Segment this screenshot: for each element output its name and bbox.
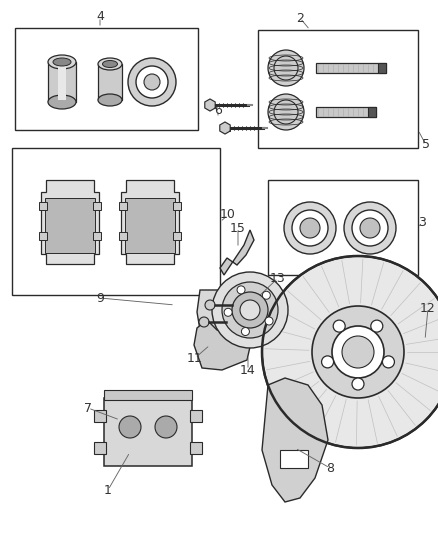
Circle shape	[382, 356, 395, 368]
Circle shape	[300, 218, 320, 238]
Circle shape	[144, 74, 160, 90]
Circle shape	[312, 306, 404, 398]
Circle shape	[332, 326, 384, 378]
Bar	[45, 198, 95, 253]
Circle shape	[232, 292, 268, 328]
Bar	[173, 232, 181, 240]
Bar	[125, 198, 175, 253]
Text: 15: 15	[230, 222, 246, 235]
Circle shape	[352, 210, 388, 246]
Bar	[173, 202, 181, 210]
Circle shape	[224, 308, 232, 316]
Polygon shape	[220, 122, 230, 134]
Text: 4: 4	[96, 11, 104, 23]
Circle shape	[205, 300, 215, 310]
Circle shape	[128, 58, 176, 106]
Circle shape	[119, 416, 141, 438]
Bar	[94, 442, 106, 454]
Polygon shape	[41, 180, 99, 264]
Ellipse shape	[48, 55, 76, 69]
Polygon shape	[220, 230, 254, 275]
Circle shape	[321, 356, 334, 368]
Bar	[58, 64, 66, 100]
Circle shape	[274, 56, 298, 80]
Circle shape	[240, 300, 260, 320]
Circle shape	[268, 50, 304, 86]
Circle shape	[333, 320, 345, 332]
Text: 9: 9	[96, 292, 104, 304]
Polygon shape	[12, 148, 220, 295]
Polygon shape	[205, 99, 215, 111]
Bar	[48, 62, 76, 102]
Bar	[368, 107, 376, 117]
Text: 7: 7	[84, 401, 92, 415]
Ellipse shape	[98, 94, 122, 106]
Text: 2: 2	[296, 12, 304, 25]
Polygon shape	[194, 320, 252, 370]
Circle shape	[344, 202, 396, 254]
Circle shape	[241, 327, 249, 335]
Polygon shape	[121, 180, 179, 264]
Circle shape	[360, 218, 380, 238]
Polygon shape	[258, 30, 418, 148]
Bar	[119, 202, 127, 210]
Bar	[93, 202, 101, 210]
Bar	[316, 107, 376, 117]
Polygon shape	[268, 180, 418, 275]
Text: 1: 1	[104, 483, 112, 497]
Bar	[104, 390, 192, 400]
Bar	[104, 398, 192, 466]
Text: 10: 10	[220, 208, 236, 222]
Bar	[93, 232, 101, 240]
Bar	[190, 410, 202, 422]
Circle shape	[222, 282, 278, 338]
Circle shape	[262, 256, 438, 448]
Text: 13: 13	[270, 271, 286, 285]
Circle shape	[199, 317, 209, 327]
Circle shape	[352, 378, 364, 390]
Text: 12: 12	[420, 302, 436, 314]
Bar	[39, 232, 47, 240]
Ellipse shape	[102, 61, 117, 68]
Circle shape	[262, 291, 270, 299]
Ellipse shape	[98, 58, 122, 70]
Polygon shape	[262, 378, 328, 502]
Circle shape	[292, 210, 328, 246]
Circle shape	[284, 202, 336, 254]
Circle shape	[371, 320, 383, 332]
Text: 14: 14	[240, 364, 256, 376]
Circle shape	[155, 416, 177, 438]
Circle shape	[136, 66, 168, 98]
Bar	[39, 202, 47, 210]
Bar	[98, 64, 122, 100]
Circle shape	[342, 336, 374, 368]
Circle shape	[268, 94, 304, 130]
Text: 8: 8	[326, 462, 334, 474]
Text: 6: 6	[214, 103, 222, 117]
Ellipse shape	[48, 95, 76, 109]
Circle shape	[237, 286, 245, 294]
Bar	[94, 410, 106, 422]
Bar	[190, 442, 202, 454]
Text: 11: 11	[187, 351, 203, 365]
Text: 5: 5	[422, 139, 430, 151]
Circle shape	[265, 317, 273, 325]
Ellipse shape	[53, 58, 71, 66]
Circle shape	[212, 272, 288, 348]
Text: 3: 3	[418, 215, 426, 229]
Bar	[378, 63, 386, 73]
Circle shape	[274, 100, 298, 124]
Polygon shape	[15, 28, 198, 130]
Bar	[119, 232, 127, 240]
Bar	[316, 63, 386, 73]
Polygon shape	[197, 290, 277, 330]
Bar	[280, 450, 308, 468]
